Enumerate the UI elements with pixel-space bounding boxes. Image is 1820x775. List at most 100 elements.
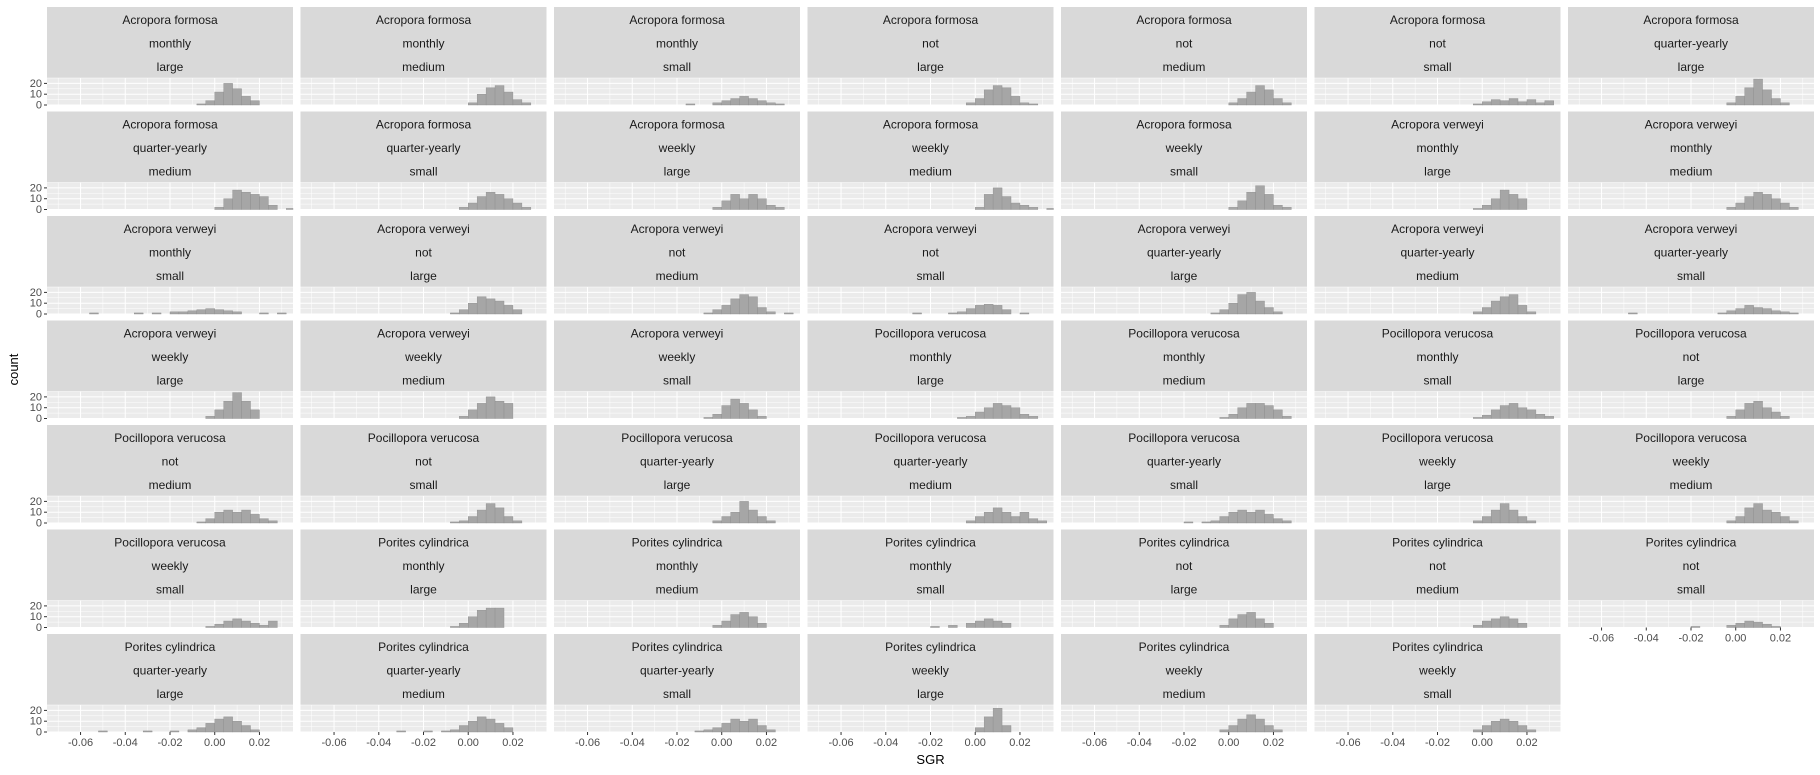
x-tick-label: -0.04 bbox=[873, 737, 898, 749]
histogram-bar bbox=[1753, 192, 1763, 210]
strip-label: quarter-yearly bbox=[386, 664, 460, 678]
histogram-bar bbox=[450, 626, 460, 628]
histogram-bar bbox=[1010, 407, 1021, 419]
histogram-bar bbox=[459, 725, 469, 733]
facet-strip bbox=[1061, 634, 1307, 705]
y-tick-label: 20 bbox=[30, 705, 42, 717]
histogram-bar bbox=[134, 312, 144, 315]
histogram-bar bbox=[476, 716, 487, 733]
x-tick-label: 0.02 bbox=[1516, 737, 1537, 749]
histogram-bar bbox=[1744, 620, 1754, 628]
panel-acropora-formosa-not-large: Acropora formosa not large bbox=[807, 7, 1054, 106]
histogram-bar bbox=[748, 98, 758, 106]
histogram-bar bbox=[503, 198, 514, 210]
panel-acropora-verweyi-not-small: Acropora verweyi not small bbox=[807, 216, 1054, 315]
histogram-bar bbox=[205, 416, 215, 419]
strip-label: quarter-yearly bbox=[1654, 246, 1728, 260]
facet-strip bbox=[1568, 320, 1814, 392]
x-tick-label: 0.00 bbox=[458, 737, 479, 749]
facet-strip bbox=[1314, 529, 1561, 601]
histogram-bar bbox=[703, 417, 713, 419]
histogram-bar bbox=[259, 518, 269, 524]
histogram-bar bbox=[1753, 307, 1763, 315]
histogram-bar bbox=[1273, 311, 1283, 315]
histogram-bar bbox=[983, 618, 994, 628]
x-tick-label: -0.04 bbox=[1127, 737, 1152, 749]
panel-porites-cylindrica-not-large: Porites cylindrica not large bbox=[1061, 529, 1307, 628]
strip-label: large bbox=[1678, 60, 1705, 74]
histogram-bar bbox=[1744, 403, 1754, 419]
histogram-bar bbox=[730, 614, 740, 628]
histogram-bar bbox=[1771, 512, 1781, 524]
histogram-bar bbox=[241, 509, 251, 524]
histogram-bar bbox=[983, 304, 994, 315]
histogram-bar bbox=[1771, 626, 1781, 628]
histogram-bar bbox=[232, 512, 242, 524]
histogram-bar bbox=[766, 311, 776, 315]
histogram-bar bbox=[1228, 512, 1238, 524]
strip-label: weekly bbox=[1672, 455, 1710, 469]
strip-label: large bbox=[917, 687, 944, 701]
x-tick-label: -0.06 bbox=[322, 737, 347, 749]
strip-label: not bbox=[1429, 559, 1446, 573]
histogram-bar bbox=[1264, 514, 1274, 524]
facet-strip bbox=[1314, 216, 1561, 287]
histogram-bar bbox=[1517, 407, 1528, 419]
strip-label: Porites cylindrica bbox=[1392, 536, 1483, 550]
strip-label: Acropora verweyi bbox=[884, 222, 977, 236]
histogram-bar bbox=[1526, 729, 1537, 733]
histogram-bar bbox=[1535, 413, 1546, 419]
histogram-bar bbox=[1255, 85, 1265, 106]
strip-label: Pocillopora verucosa bbox=[1128, 327, 1240, 341]
strip-label: Pocillopora verucosa bbox=[1382, 431, 1494, 445]
histogram-bar bbox=[1282, 207, 1292, 210]
histogram-bar bbox=[1255, 618, 1265, 628]
strip-label: Pocillopora verucosa bbox=[1635, 431, 1747, 445]
histogram-bar bbox=[241, 725, 251, 733]
histogram-bar bbox=[992, 507, 1003, 524]
strip-label: small bbox=[1170, 478, 1198, 492]
histogram-bar bbox=[1744, 507, 1754, 524]
histogram-bar bbox=[485, 192, 496, 210]
y-tick-label: 10 bbox=[30, 298, 42, 310]
histogram-bar bbox=[169, 311, 180, 315]
strip-label: small bbox=[663, 374, 691, 388]
histogram-bar bbox=[485, 298, 496, 315]
strip-label: Acropora formosa bbox=[629, 118, 725, 132]
strip-label: Acropora formosa bbox=[1136, 13, 1232, 27]
histogram-bar bbox=[485, 718, 496, 733]
histogram-bar bbox=[485, 607, 496, 628]
histogram-bar bbox=[1517, 101, 1528, 106]
histogram-bar bbox=[503, 727, 514, 733]
histogram-bar bbox=[1482, 725, 1492, 733]
facet-strip bbox=[1061, 425, 1307, 496]
histogram-bar bbox=[992, 708, 1003, 733]
histogram-bar bbox=[1264, 725, 1274, 733]
panel-porites-cylindrica-weekly-medium: Porites cylindrica weekly medium -0.06 -0.04… bbox=[1061, 634, 1307, 749]
histogram-bar bbox=[685, 103, 696, 106]
histogram-bar bbox=[694, 730, 705, 733]
panel-acropora-formosa-monthly-small: Acropora formosa monthly small bbox=[554, 7, 800, 106]
panel-pocillopora-verucosa-quarter-yearly-small: Pocillopora verucosa quarter-yearly small bbox=[1061, 425, 1307, 524]
histogram-bar bbox=[992, 620, 1003, 628]
strip-label: quarter-yearly bbox=[1400, 246, 1474, 260]
panel-porites-cylindrica-quarter-yearly-large: Porites cylindrica quarter-yearly large 010… bbox=[30, 634, 293, 749]
histogram-bar bbox=[1526, 99, 1537, 106]
histogram-bar bbox=[1273, 409, 1283, 419]
histogram-bar bbox=[739, 501, 749, 524]
histogram-bar bbox=[89, 312, 99, 315]
histogram-bar bbox=[232, 618, 242, 628]
histogram-bar bbox=[748, 616, 758, 628]
facet-strip bbox=[1061, 7, 1307, 78]
strip-label: Porites cylindrica bbox=[632, 640, 723, 654]
histogram-bar bbox=[1735, 516, 1745, 524]
strip-label: monthly bbox=[149, 37, 191, 51]
y-axis-title: count bbox=[6, 353, 21, 385]
strip-label: medium bbox=[402, 687, 445, 701]
strip-label: medium bbox=[149, 165, 192, 179]
histogram-bar bbox=[205, 518, 215, 524]
histogram-bar bbox=[459, 520, 469, 524]
histogram-bar bbox=[1771, 98, 1781, 106]
histogram-bar bbox=[975, 305, 985, 315]
